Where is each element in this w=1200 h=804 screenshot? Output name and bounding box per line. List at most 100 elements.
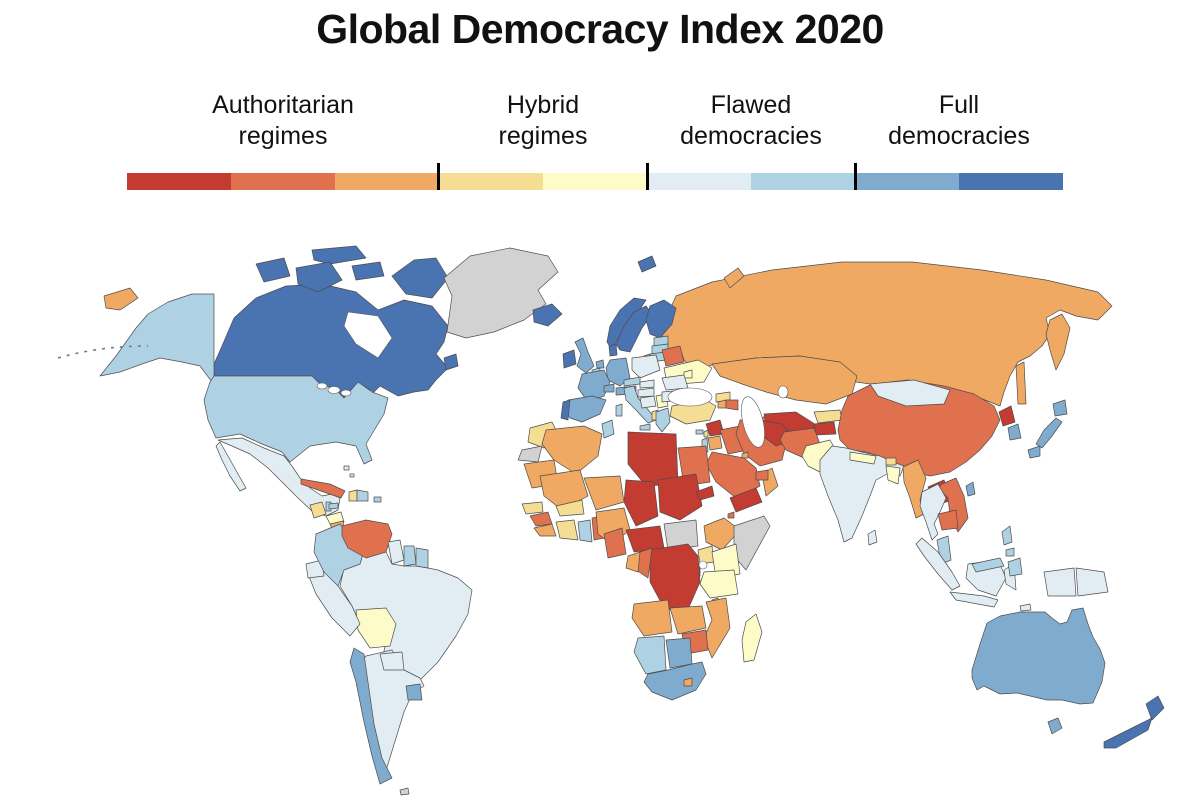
country-canada-banks (255, 257, 291, 283)
country-canada-newfoundland (443, 353, 459, 371)
country-haiti (348, 489, 358, 502)
hudson-bay (343, 311, 393, 359)
country-poland (631, 354, 661, 379)
country-mexico-baja (215, 441, 247, 492)
country-greenland (443, 247, 559, 339)
country-ireland (562, 349, 577, 369)
country-cuba (300, 478, 346, 499)
country-portugal (560, 399, 571, 421)
country-netherlands (595, 359, 605, 369)
country-norway-svalbard (637, 255, 657, 273)
region-africa (517, 419, 771, 701)
page-title: Global Democracy Index 2020 (316, 6, 884, 52)
country-papua-new-guinea (1075, 567, 1109, 597)
country-djibouti (727, 511, 735, 519)
country-gabon (625, 551, 641, 573)
country-angola (631, 599, 673, 637)
country-greece (655, 407, 671, 433)
country-ivory-coast (555, 519, 579, 541)
country-australia (971, 607, 1106, 705)
country-indonesia-papua (1043, 567, 1077, 597)
country-united-kingdom (574, 337, 595, 374)
country-drc (649, 543, 701, 615)
country-russia-sakhalin (1015, 361, 1027, 405)
country-kyrgyzstan (813, 409, 843, 424)
country-senegal (521, 501, 544, 515)
country-kuwait (741, 451, 749, 459)
country-somalia (733, 515, 771, 571)
country-canada-victoria (295, 261, 343, 293)
country-yemen (729, 487, 763, 513)
country-paraguay (379, 651, 405, 671)
country-italy-sicily (639, 423, 651, 431)
country-iceland (532, 303, 563, 327)
band-boundary-tick (437, 163, 441, 190)
country-belarus (661, 345, 685, 367)
inland-seas (316, 311, 789, 570)
legend: Authoritarian regimes Hybrid regimes Fla… (127, 90, 1063, 190)
color-swatch (543, 173, 647, 190)
country-algeria (541, 425, 603, 475)
country-switzerland (603, 383, 615, 393)
country-venezuela (341, 519, 393, 559)
color-swatch (751, 173, 855, 190)
country-new-zealand-south (1103, 717, 1153, 749)
country-kazakhstan (711, 355, 858, 405)
country-finland (645, 299, 677, 339)
country-south-sudan (663, 519, 699, 551)
country-slovakia (639, 379, 655, 389)
country-cambodia (937, 509, 959, 531)
country-east-timor (1019, 603, 1032, 612)
country-mongolia (869, 379, 951, 407)
country-philippines-luzon (1001, 525, 1013, 546)
country-japan-hokkaido (1052, 399, 1068, 417)
country-dominican-republic (356, 489, 369, 502)
country-south-africa (643, 661, 707, 701)
country-chad (623, 479, 659, 527)
country-chile (349, 647, 393, 785)
country-usa (203, 375, 389, 465)
country-bhutan (885, 457, 897, 466)
country-canada-baffin (391, 257, 449, 299)
country-bangladesh (885, 465, 901, 485)
color-swatch (855, 173, 959, 190)
color-scale-bar (127, 163, 1063, 190)
country-ethiopia (703, 517, 741, 551)
country-mozambique (703, 597, 731, 659)
legend-label-hybrid: Hybrid regimes (498, 91, 588, 150)
great-lake-2 (327, 386, 341, 394)
country-namibia (633, 635, 667, 675)
black-sea (667, 387, 713, 407)
country-madagascar (741, 613, 763, 663)
country-ghana (577, 519, 593, 543)
country-honduras (325, 511, 345, 525)
great-lake-3 (340, 389, 352, 397)
country-falkland-islands (399, 787, 410, 796)
color-swatch (647, 173, 751, 190)
country-croatia-bosnia (639, 395, 657, 409)
country-france (577, 369, 611, 403)
country-north-korea (998, 405, 1016, 427)
color-swatch (959, 173, 1063, 190)
world-choropleth-map (57, 245, 1165, 796)
country-sri-lanka (867, 529, 878, 546)
legend-label-flawed: Flawed democracies (680, 91, 822, 150)
country-russia-novaya-zemlya (723, 267, 745, 289)
country-botswana (665, 637, 693, 669)
caspian-sea (741, 396, 765, 448)
country-burkina-faso (555, 499, 585, 517)
country-germany (605, 357, 631, 387)
country-indonesia-java (949, 591, 999, 608)
country-japan-kyushu (1027, 445, 1041, 459)
region-russia (103, 261, 1113, 407)
region-north-america (57, 245, 559, 549)
band-boundary-tick (853, 163, 857, 190)
legend-label-authoritarian: Authoritarian regimes (212, 91, 354, 150)
country-sierra-leone-liberia (533, 523, 557, 537)
country-japan-honshu (1035, 417, 1063, 449)
country-tanzania (699, 569, 739, 599)
country-canada-devon (351, 261, 385, 281)
country-cameroon (603, 527, 627, 559)
country-niger (583, 475, 625, 511)
